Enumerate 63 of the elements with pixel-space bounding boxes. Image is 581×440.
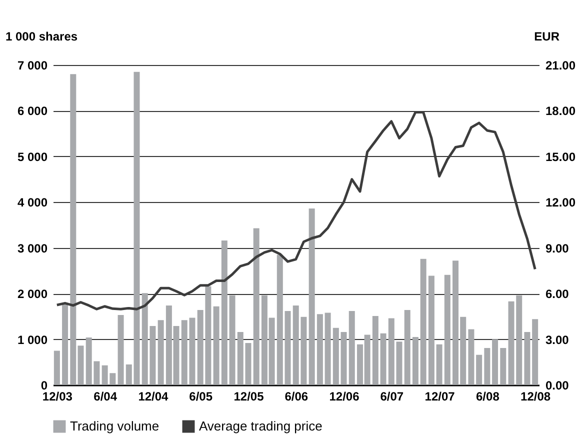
bar [54,350,60,385]
x-tick-label: 12/03 [42,390,73,404]
y-axis-title: 1 000 shares [6,30,78,44]
bar [468,329,474,385]
y2-tick-label: 3.00 [546,332,570,347]
bar [444,274,450,385]
bar [316,314,323,385]
bar [276,254,283,385]
x-tick-label: 6/05 [189,390,213,404]
legend-label: Trading volume [70,418,160,434]
x-tick-label: 6/07 [380,390,404,404]
bar [372,316,378,385]
x-tick-label: 6/04 [94,390,118,404]
x-tick-label: 12/05 [234,390,264,404]
bar [436,344,442,385]
bar [428,276,434,385]
bar [332,328,339,385]
y2-tick-label: 18.00 [546,104,576,118]
x-tick-label: 6/08 [476,390,500,404]
bar [420,258,426,385]
bar [308,208,315,385]
bar [340,332,347,385]
bar [524,332,530,385]
y-tick-label: 7 000 [17,58,48,72]
legend-label: Average trading price [199,418,322,434]
x-tick-label: 12/08 [520,390,551,404]
bar [324,312,331,385]
bar [253,228,260,385]
bar [532,319,538,385]
y-tick-label: 6 000 [17,104,48,118]
bar [284,310,291,385]
x-tick-label: 12/04 [138,390,169,404]
y-tick-label: 3 000 [17,241,48,256]
x-tick-label: 12/06 [329,390,360,404]
x-tick-label: 12/07 [424,390,456,404]
bar [348,310,355,385]
y2-tick-label: 12.00 [546,196,576,210]
y-tick-label: 0 [40,378,48,392]
y2-tick-label: 0.00 [546,378,570,392]
bar [492,339,498,385]
line-series [56,110,536,310]
y2-tick-label: 15.00 [546,150,576,164]
x-tick-label: 6/06 [284,390,308,404]
y-tick-label: 2 000 [17,287,48,302]
bar [158,320,164,385]
y2-axis-title: EUR [534,30,560,44]
y-tick-label: 1 000 [17,332,48,347]
bar [221,240,228,385]
bar [380,333,386,385]
bar [404,310,410,385]
y-tick-label: 4 000 [17,196,48,210]
bar [62,302,68,385]
bar [118,315,124,385]
bar [484,348,490,385]
y2-tick-label: 21.00 [546,58,576,72]
bar [500,348,506,385]
bar [229,295,236,385]
y-tick-label: 5 000 [17,150,48,164]
bar [476,354,482,385]
bar [412,337,418,385]
bar [213,306,220,385]
y2-tick-label: 6.00 [546,287,570,302]
y2-tick-label: 9.00 [546,241,570,256]
